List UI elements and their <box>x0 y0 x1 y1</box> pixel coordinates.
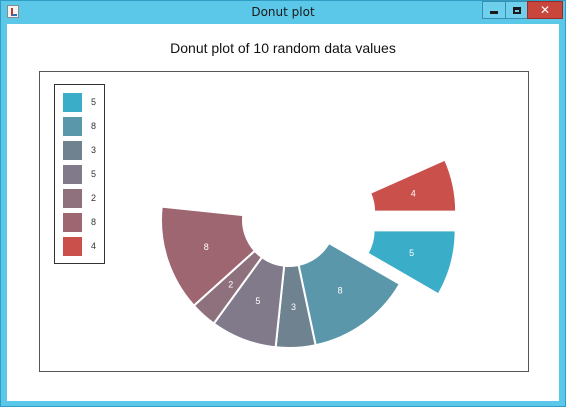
legend-item: 5 <box>63 165 103 185</box>
legend-label: 5 <box>91 169 96 179</box>
legend-label: 2 <box>91 193 96 203</box>
minimize-icon <box>490 11 498 14</box>
slice-label: 3 <box>291 302 296 312</box>
legend-item: 2 <box>63 189 103 209</box>
legend-swatch <box>63 93 82 112</box>
slice-label: 5 <box>409 248 414 258</box>
slice-label: 8 <box>204 242 209 252</box>
legend-item: 8 <box>63 213 103 233</box>
legend: 5 8 3 5 2 8 4 <box>54 84 105 264</box>
legend-label: 8 <box>91 121 96 131</box>
slice-label: 5 <box>255 296 260 306</box>
title-bar[interactable]: Donut plot ✕ <box>1 1 565 23</box>
donut-slice <box>370 160 456 212</box>
legend-label: 8 <box>91 217 96 227</box>
legend-item: 5 <box>63 93 103 113</box>
maximize-button[interactable] <box>505 1 528 19</box>
legend-item: 3 <box>63 141 103 161</box>
close-icon: ✕ <box>540 4 550 16</box>
maximize-icon <box>513 7 521 14</box>
legend-swatch <box>63 141 82 160</box>
legend-label: 4 <box>91 241 96 251</box>
legend-swatch <box>63 237 82 256</box>
close-button[interactable]: ✕ <box>527 1 563 19</box>
minimize-button[interactable] <box>482 1 506 19</box>
legend-swatch <box>63 165 82 184</box>
legend-item: 4 <box>63 237 103 257</box>
window-title: Donut plot <box>1 5 565 19</box>
legend-label: 3 <box>91 145 96 155</box>
slice-label: 4 <box>411 189 416 199</box>
legend-label: 5 <box>91 97 96 107</box>
legend-swatch <box>63 213 82 232</box>
slice-label: 2 <box>228 280 233 290</box>
legend-swatch <box>63 117 82 136</box>
slice-label: 8 <box>338 285 343 295</box>
legend-swatch <box>63 189 82 208</box>
legend-item: 8 <box>63 117 103 137</box>
